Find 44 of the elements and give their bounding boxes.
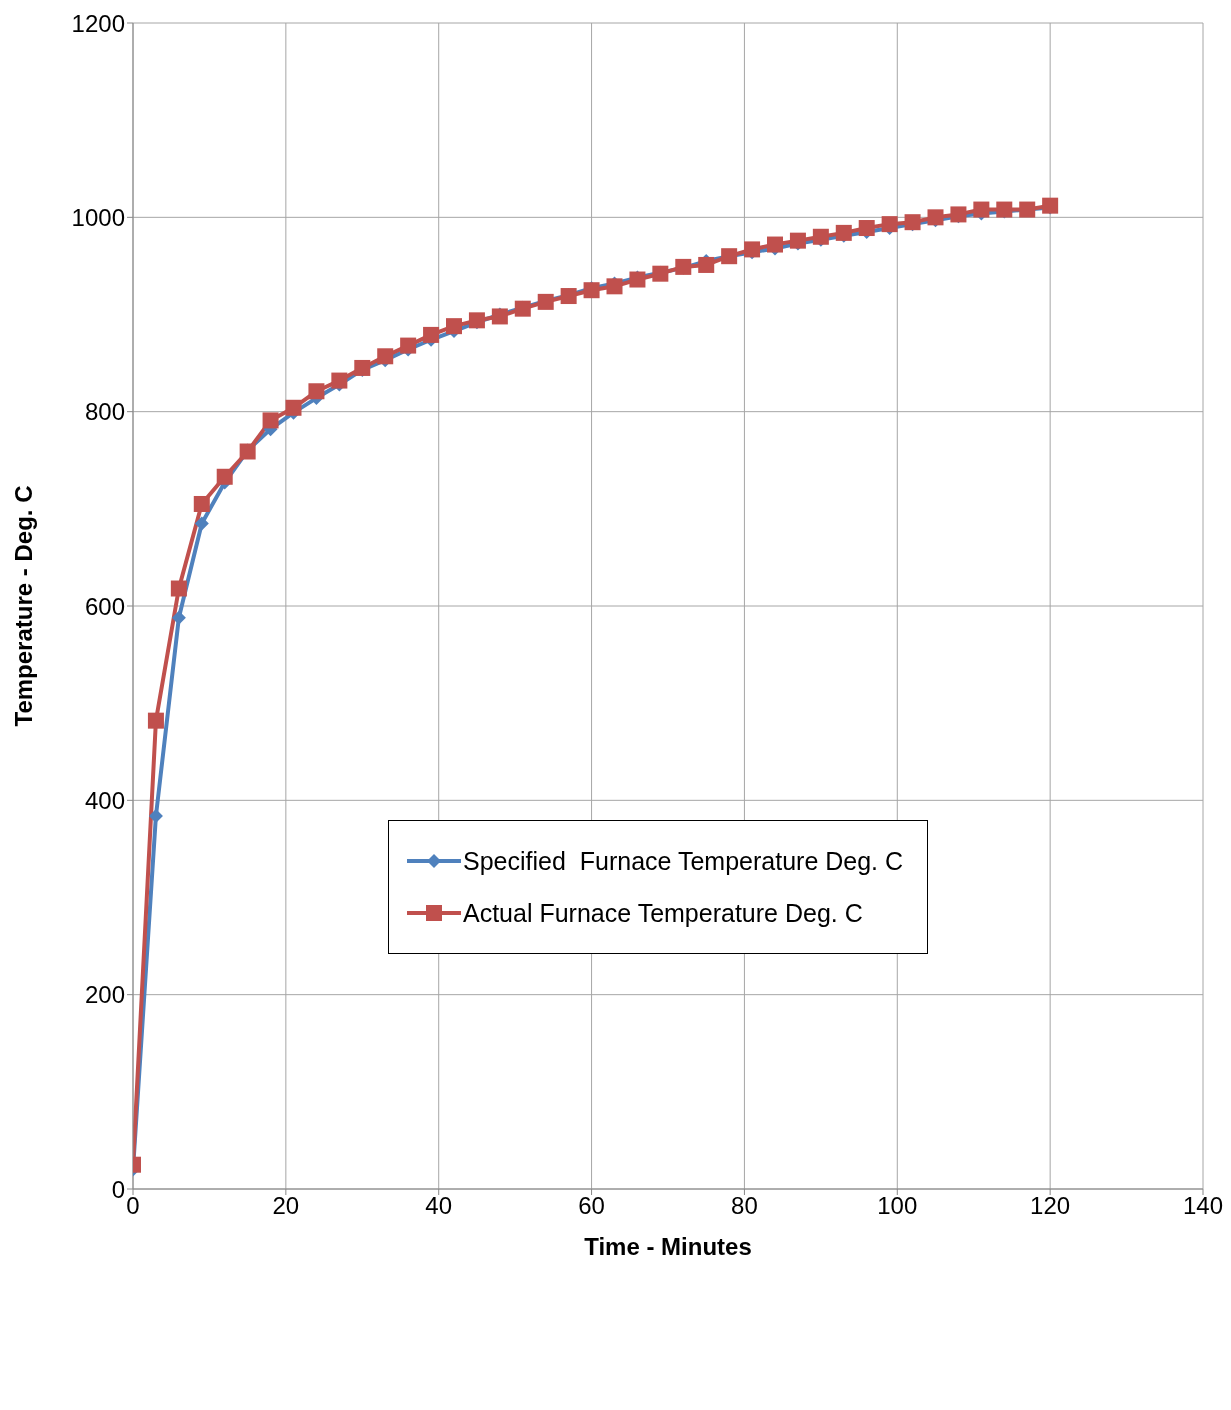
point bbox=[193, 495, 210, 512]
point bbox=[927, 209, 944, 226]
x-tick-label: 40 bbox=[425, 1192, 453, 1220]
point bbox=[835, 224, 852, 241]
y-tick-label: 1200 bbox=[71, 9, 125, 37]
y-tick-label: 0 bbox=[111, 1175, 125, 1203]
point bbox=[698, 256, 715, 273]
y-tick-label: 400 bbox=[84, 786, 125, 814]
point bbox=[744, 241, 761, 258]
point bbox=[812, 228, 829, 245]
x-tick-label: 100 bbox=[877, 1192, 918, 1220]
point bbox=[973, 201, 990, 218]
point bbox=[881, 216, 898, 233]
point bbox=[170, 580, 187, 597]
x-tick-label: 80 bbox=[731, 1192, 758, 1220]
legend-label: Actual Furnace Temperature Deg. C bbox=[463, 898, 863, 928]
y-tick-label: 1000 bbox=[71, 203, 125, 231]
point bbox=[147, 712, 164, 729]
legend-label: Specified Furnace Temperature Deg. C bbox=[463, 846, 904, 876]
y-tick-label: 200 bbox=[84, 981, 125, 1009]
y-axis-title: Temperature - Deg. C bbox=[9, 485, 37, 727]
point bbox=[262, 412, 279, 429]
x-axis-title: Time - Minutes bbox=[584, 1233, 752, 1260]
point bbox=[308, 383, 325, 400]
point bbox=[331, 372, 348, 389]
point bbox=[285, 399, 302, 416]
point bbox=[858, 220, 875, 237]
point bbox=[171, 610, 186, 625]
x-tick-label: 60 bbox=[578, 1192, 605, 1220]
point bbox=[606, 278, 623, 295]
point bbox=[400, 337, 417, 354]
point bbox=[148, 808, 163, 823]
point bbox=[194, 516, 209, 531]
x-tick-label: 140 bbox=[1182, 1192, 1224, 1220]
point bbox=[789, 232, 806, 249]
x-tick-label: 20 bbox=[272, 1192, 300, 1220]
point bbox=[377, 348, 394, 365]
y-tick-label: 800 bbox=[84, 398, 125, 426]
point bbox=[446, 318, 462, 335]
point bbox=[216, 468, 233, 485]
point bbox=[767, 236, 783, 253]
x-tick-label: 120 bbox=[1030, 1192, 1071, 1220]
y-tick-label: 600 bbox=[84, 592, 125, 620]
point bbox=[423, 326, 440, 343]
